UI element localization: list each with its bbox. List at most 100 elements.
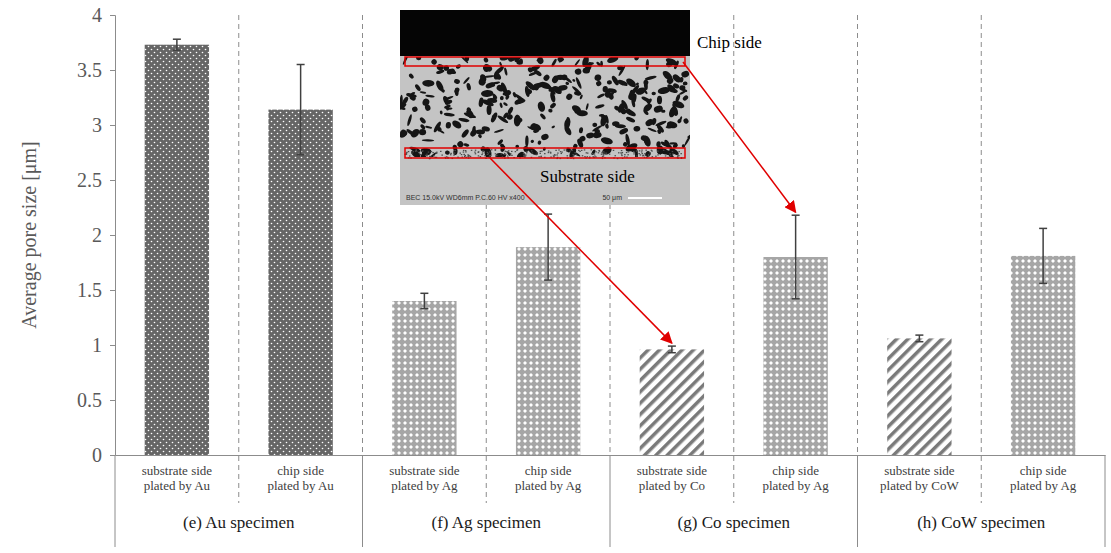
inset-speck: [428, 151, 430, 152]
inset-pore: [425, 94, 435, 98]
y-tick: 4: [92, 4, 115, 26]
inset-pore: [478, 76, 487, 87]
inset-speck: [416, 149, 418, 150]
inset-pore: [621, 80, 628, 86]
x-tick-label: chip sideplated by Ag: [762, 463, 829, 493]
group-label: (g) Co specimen: [678, 513, 791, 532]
inset-pore: [436, 63, 445, 72]
inset-speck: [554, 154, 556, 155]
inset-speck: [561, 153, 563, 154]
error-bar-cap: [544, 279, 552, 281]
error-bar-stem: [1042, 228, 1044, 283]
inset-pore: [572, 79, 576, 83]
inset-speck: [516, 150, 518, 151]
inset-speck: [626, 152, 628, 153]
y-tick: 0: [92, 444, 115, 466]
inset-speck: [558, 149, 560, 150]
inset-speck: [422, 150, 424, 151]
inset-pore: [595, 80, 602, 87]
y-tick: 2: [92, 224, 115, 246]
inset-speck: [571, 150, 573, 151]
inset-speck: [554, 155, 556, 156]
inset-speck: [478, 152, 480, 153]
inset-pore: [451, 119, 463, 130]
inset-pore: [681, 70, 690, 78]
inset-speck: [468, 155, 470, 156]
inset-speck: [603, 153, 605, 154]
group-separator: [362, 455, 363, 547]
inset-speck: [531, 150, 533, 151]
y-tick-label: 4: [92, 4, 102, 26]
inset-speck: [553, 155, 555, 156]
y-tick: 3: [92, 114, 115, 136]
inset-speck: [586, 152, 588, 153]
inset-pore: [595, 104, 605, 110]
inset-speck: [657, 151, 659, 152]
inset-pore: [514, 98, 526, 105]
inset-pore: [646, 59, 650, 70]
inset-pore: [430, 58, 438, 66]
inset-speck: [567, 155, 569, 156]
group-separator: [857, 455, 858, 547]
bar: [640, 349, 704, 455]
error-bar-stem: [300, 65, 302, 155]
inset-speck: [436, 153, 438, 154]
inset-pore: [625, 116, 635, 123]
y-tick-mark: [110, 235, 115, 236]
inset-speck: [594, 153, 596, 154]
inset-speck: [436, 152, 438, 153]
inset-speck: [469, 155, 471, 156]
inset-pore: [592, 122, 598, 127]
inset-speck: [487, 154, 489, 155]
inset-pore: [408, 73, 415, 80]
inset-speck: [467, 156, 469, 157]
inset-speck: [517, 149, 519, 150]
inset-speck: [541, 156, 543, 157]
inset-speck: [539, 153, 541, 154]
inset-speck: [413, 151, 415, 152]
group-separator: [610, 455, 611, 547]
x-tick-label: chip sideplated by Au: [267, 463, 334, 493]
error-bar-cap: [1039, 283, 1047, 285]
inset-pore: [414, 83, 422, 91]
inset-pore: [607, 80, 613, 85]
y-tick-mark: [110, 70, 115, 71]
y-tick: 1: [92, 334, 115, 356]
inset-speck: [506, 151, 508, 152]
inset-speck: [648, 154, 650, 155]
inset-pore: [666, 125, 674, 128]
inset-pore: [469, 128, 478, 138]
inset-speck: [537, 152, 539, 153]
inset-pore: [672, 82, 680, 89]
inset-speck: [489, 155, 491, 156]
error-bar-cap: [420, 293, 428, 295]
inset-speck: [482, 150, 484, 151]
inset-speck: [648, 155, 650, 156]
separators: [115, 15, 1105, 547]
y-tick: 1.5: [77, 279, 115, 301]
inset-speck: [441, 155, 443, 156]
error-bar: [173, 39, 181, 50]
y-axis-title: Average pore size [μm]: [18, 141, 41, 328]
y-tick-label: 3.5: [77, 59, 102, 81]
inset-speck: [450, 153, 452, 154]
inset-pore: [679, 116, 683, 122]
inset-pore: [487, 105, 492, 115]
error-bar-cap: [420, 308, 428, 310]
inset-pore: [644, 80, 649, 85]
inset-pore: [659, 148, 664, 155]
inset-speck: [595, 151, 597, 152]
x-tick-label: chip sideplated by Ag: [1010, 463, 1077, 493]
group-label: (h) CoW specimen: [917, 513, 1046, 532]
inset-pore: [657, 96, 662, 105]
inset-speck: [592, 156, 594, 157]
inset-pore: [400, 128, 408, 137]
inset-speck: [495, 149, 497, 150]
inset-pore: [579, 127, 584, 133]
inset-speck: [638, 153, 640, 154]
inset-speck: [525, 154, 527, 155]
inset-speck: [633, 153, 635, 154]
inset-pore: [644, 80, 649, 90]
inset-speck: [550, 152, 552, 153]
inset-speck: [475, 150, 477, 151]
